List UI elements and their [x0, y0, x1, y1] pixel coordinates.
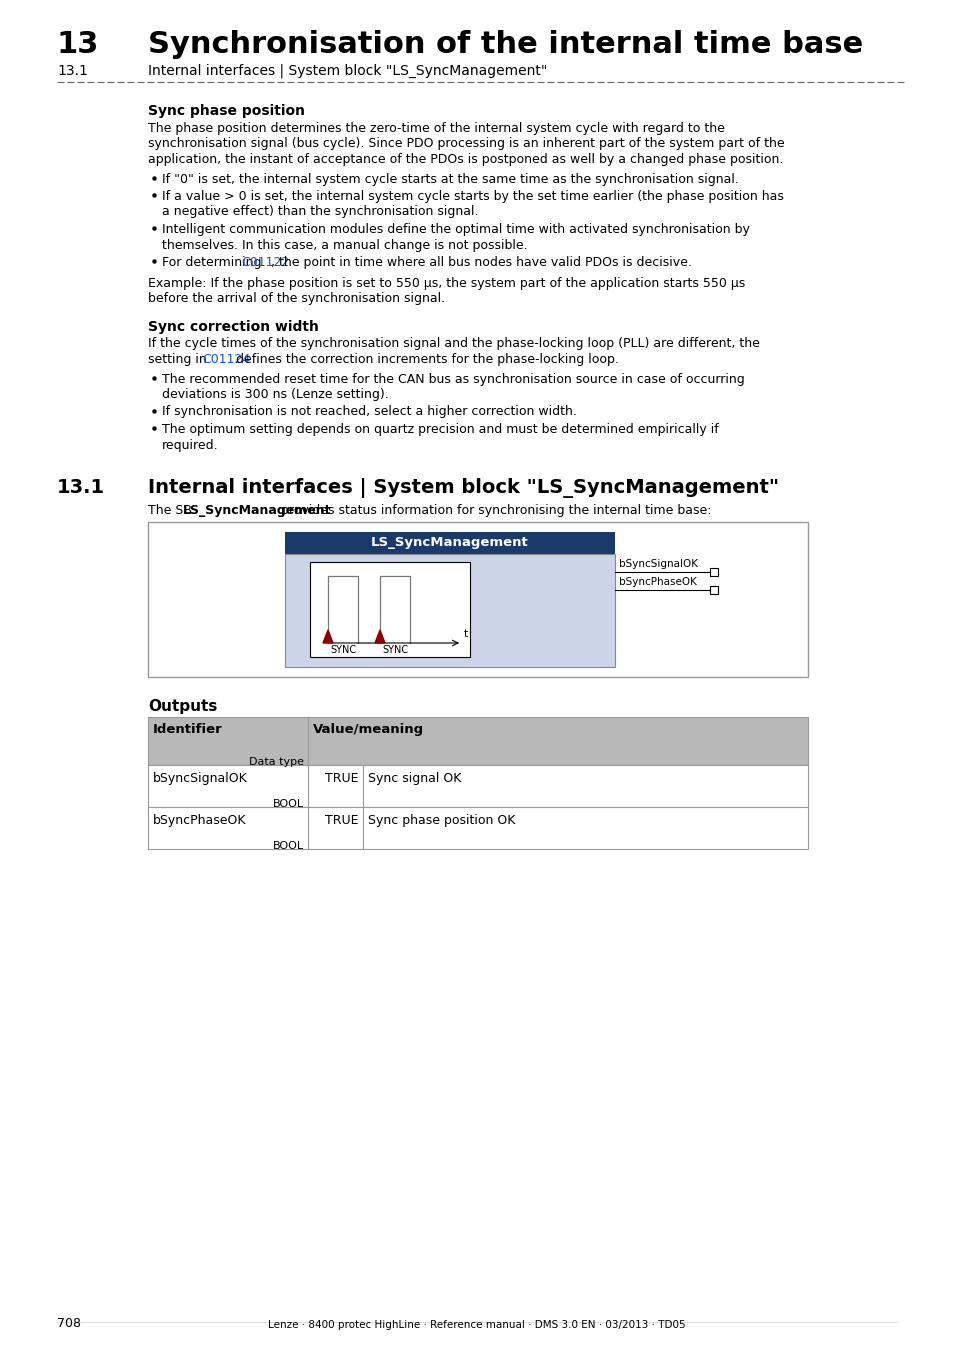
Text: The phase position determines the zero-time of the internal system cycle with re: The phase position determines the zero-t… — [148, 122, 724, 135]
Polygon shape — [323, 630, 333, 643]
Bar — [709, 568, 718, 576]
Text: provides status information for synchronising the internal time base:: provides status information for synchron… — [276, 504, 711, 517]
Text: Synchronisation of the internal time base: Synchronisation of the internal time bas… — [148, 30, 862, 59]
Text: Identifier: Identifier — [152, 724, 222, 736]
Bar — [285, 554, 615, 667]
Text: defines the correction increments for the phase-locking loop.: defines the correction increments for th… — [232, 352, 618, 366]
Text: Intelligent communication modules define the optimal time with activated synchro: Intelligent communication modules define… — [162, 223, 749, 236]
Text: C01122: C01122 — [241, 256, 289, 269]
Text: Sync signal OK: Sync signal OK — [368, 772, 461, 784]
Text: Data type: Data type — [249, 757, 304, 767]
Text: 13: 13 — [57, 30, 99, 59]
Text: Sync phase position OK: Sync phase position OK — [368, 814, 515, 828]
Text: 708: 708 — [57, 1318, 81, 1330]
Text: bSyncPhaseOK: bSyncPhaseOK — [152, 814, 246, 828]
Text: , the point in time where all bus nodes have valid PDOs is decisive.: , the point in time where all bus nodes … — [271, 256, 691, 269]
Text: before the arrival of the synchronisation signal.: before the arrival of the synchronisatio… — [148, 292, 445, 305]
Text: BOOL: BOOL — [273, 841, 304, 850]
Text: BOOL: BOOL — [273, 799, 304, 809]
Bar — [148, 717, 807, 765]
Text: The SB: The SB — [148, 504, 195, 517]
Text: Internal interfaces | System block "LS_SyncManagement": Internal interfaces | System block "LS_S… — [148, 63, 547, 78]
Text: 13.1: 13.1 — [57, 478, 105, 497]
Bar — [148, 807, 807, 849]
Text: a negative effect) than the synchronisation signal.: a negative effect) than the synchronisat… — [162, 205, 478, 219]
Text: Example: If the phase position is set to 550 μs, the system part of the applicat: Example: If the phase position is set to… — [148, 277, 744, 289]
Bar — [148, 765, 807, 807]
Text: synchronisation signal (bus cycle). Since PDO processing is an inherent part of : synchronisation signal (bus cycle). Sinc… — [148, 138, 783, 150]
Text: application, the instant of acceptance of the PDOs is postponed as well by a cha: application, the instant of acceptance o… — [148, 153, 782, 166]
Text: Value/meaning: Value/meaning — [313, 724, 424, 736]
Bar — [709, 586, 718, 594]
Text: Sync correction width: Sync correction width — [148, 320, 318, 333]
Text: Outputs: Outputs — [148, 699, 217, 714]
Text: If a value > 0 is set, the internal system cycle starts by the set time earlier : If a value > 0 is set, the internal syst… — [162, 190, 783, 202]
Text: For determining: For determining — [162, 256, 265, 269]
Text: The recommended reset time for the CAN bus as synchronisation source in case of : The recommended reset time for the CAN b… — [162, 373, 744, 386]
Text: If the cycle times of the synchronisation signal and the phase-locking loop (PLL: If the cycle times of the synchronisatio… — [148, 338, 760, 351]
Text: TRUE: TRUE — [325, 814, 358, 828]
Text: LS_SyncManagement: LS_SyncManagement — [182, 504, 331, 517]
Text: deviations is 300 ns (Lenze setting).: deviations is 300 ns (Lenze setting). — [162, 387, 388, 401]
Text: required.: required. — [162, 439, 218, 451]
Text: LS_SyncManagement: LS_SyncManagement — [371, 536, 528, 549]
Text: t: t — [463, 629, 468, 639]
Text: TRUE: TRUE — [325, 772, 358, 784]
Bar — [148, 522, 807, 676]
Text: If "0" is set, the internal system cycle starts at the same time as the synchron: If "0" is set, the internal system cycle… — [162, 173, 739, 185]
Text: The optimum setting depends on quartz precision and must be determined empirical: The optimum setting depends on quartz pr… — [162, 423, 718, 436]
Text: bSyncSignalOK: bSyncSignalOK — [152, 772, 248, 784]
Text: If synchronisation is not reached, select a higher correction width.: If synchronisation is not reached, selec… — [162, 405, 577, 418]
Text: C01124: C01124 — [202, 352, 251, 366]
Bar — [285, 532, 615, 553]
Polygon shape — [375, 630, 385, 643]
Text: Lenze · 8400 protec HighLine · Reference manual · DMS 3.0 EN · 03/2013 · TD05: Lenze · 8400 protec HighLine · Reference… — [268, 1320, 685, 1330]
Text: setting in: setting in — [148, 352, 211, 366]
Text: SYNC: SYNC — [330, 645, 355, 655]
Bar — [310, 562, 470, 657]
Text: bSyncSignalOK: bSyncSignalOK — [618, 559, 698, 568]
Text: Sync phase position: Sync phase position — [148, 104, 305, 117]
Text: 13.1: 13.1 — [57, 63, 88, 78]
Text: SYNC: SYNC — [381, 645, 408, 655]
Text: themselves. In this case, a manual change is not possible.: themselves. In this case, a manual chang… — [162, 239, 527, 251]
Text: Internal interfaces | System block "LS_SyncManagement": Internal interfaces | System block "LS_S… — [148, 478, 779, 498]
Text: bSyncPhaseOK: bSyncPhaseOK — [618, 576, 696, 587]
